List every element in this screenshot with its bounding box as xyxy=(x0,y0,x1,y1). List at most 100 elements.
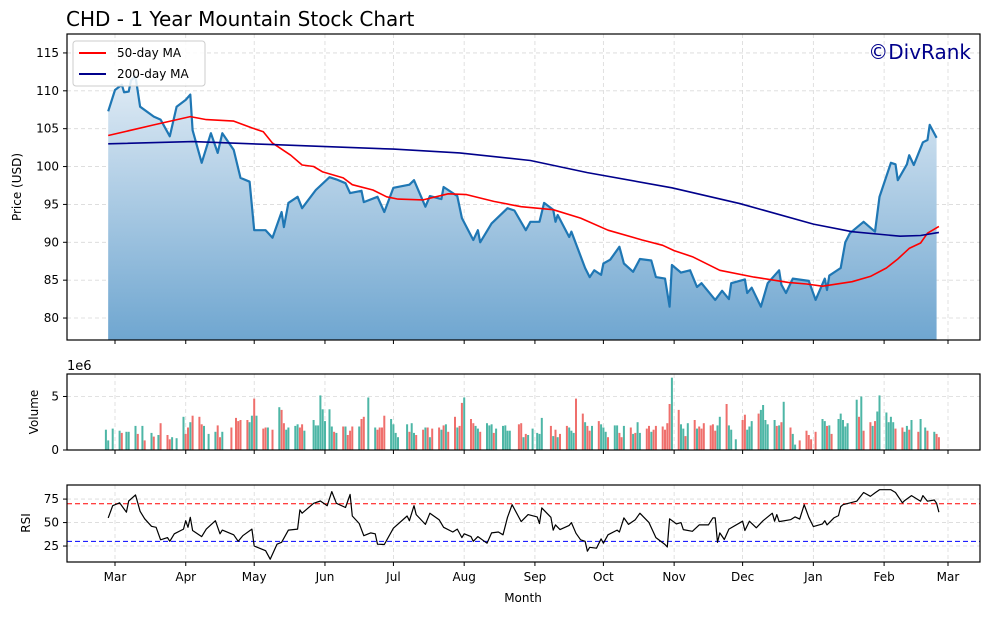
volume-bar xyxy=(782,401,785,450)
volume-bar xyxy=(152,436,155,450)
volume-bar xyxy=(287,427,290,450)
volume-bar xyxy=(766,424,769,450)
x-tick-label: Sep xyxy=(524,570,547,584)
volume-bar xyxy=(668,404,671,450)
ma200-line xyxy=(108,140,940,237)
legend-label-ma50: 50-day MA xyxy=(117,46,182,60)
volume-bar xyxy=(458,425,461,450)
volume-bar xyxy=(333,431,336,450)
volume-bar xyxy=(746,429,749,450)
volume-multiplier-label: 1e6 xyxy=(67,359,92,374)
volume-bar xyxy=(408,431,411,450)
x-tick-label: Oct xyxy=(593,570,614,584)
volume-bar xyxy=(182,416,185,450)
volume-bar xyxy=(810,439,813,450)
price-panel: 80 85 90 95 100 105 110 115 xyxy=(36,33,981,344)
volume-bar xyxy=(104,429,107,450)
volume-y-tick-label: 0 xyxy=(51,443,59,457)
x-axis-label: Month xyxy=(504,591,542,605)
volume-bar xyxy=(696,428,698,450)
volume-bar xyxy=(874,421,876,450)
volume-bar xyxy=(294,425,297,450)
price-y-tick-label: 85 xyxy=(44,273,59,287)
volume-bar xyxy=(791,433,794,450)
price-plot-area xyxy=(107,75,940,340)
volume-bar xyxy=(581,413,584,450)
rsi-line xyxy=(107,489,940,560)
volume-axis-label: Volume xyxy=(27,390,41,435)
volume-bar xyxy=(549,425,552,450)
volume-bar xyxy=(652,429,655,450)
volume-bar xyxy=(508,430,511,450)
x-tick-label: Aug xyxy=(452,570,475,584)
volume-bar xyxy=(702,423,705,450)
volume-bar xyxy=(159,423,162,450)
volume-bar xyxy=(933,431,936,450)
volume-bar xyxy=(591,425,593,450)
rsi-axis-label: RSI xyxy=(19,513,33,533)
volume-bar xyxy=(632,433,635,450)
volume-bar xyxy=(741,420,744,450)
volume-bar xyxy=(506,430,509,450)
volume-axes-frame xyxy=(66,373,981,451)
volume-bar xyxy=(168,439,171,450)
volume-bar xyxy=(214,431,217,450)
volume-bar xyxy=(189,422,192,450)
volume-bar xyxy=(367,397,370,450)
volume-bar xyxy=(360,419,363,450)
volume-bar xyxy=(330,426,333,450)
volume-bar xyxy=(629,427,632,450)
volume-bar xyxy=(358,426,361,450)
volume-bar xyxy=(823,421,826,450)
volume-bar xyxy=(253,398,256,450)
volume-bar xyxy=(750,421,753,450)
volume-bar xyxy=(677,409,680,450)
chart-title: CHD - 1 Year Mountain Stock Chart xyxy=(66,7,414,31)
volume-bar xyxy=(540,417,543,450)
price-axis-label: Price (USD) xyxy=(10,153,24,221)
volume-bar xyxy=(141,425,144,450)
volume-bar xyxy=(684,436,687,450)
volume-bar xyxy=(917,431,920,450)
x-tick-label: Nov xyxy=(662,570,685,584)
x-tick-label: Jan xyxy=(803,570,823,584)
rsi-panel: Mar Apr May Jun Jul Aug Sep Oct Nov Dec Jan Feb Mar 2… xyxy=(44,484,981,584)
volume-bar xyxy=(150,432,153,450)
volume-bar xyxy=(216,425,219,450)
rsi-plot-area xyxy=(67,489,980,560)
volume-bar xyxy=(118,430,121,450)
volume-bar xyxy=(324,421,326,450)
volume-bar xyxy=(711,424,714,450)
volume-bar xyxy=(814,431,817,450)
volume-bar xyxy=(876,411,879,450)
volume-bar xyxy=(794,444,797,450)
volume-bar xyxy=(298,427,301,450)
volume-bar xyxy=(862,430,865,450)
volume-bar xyxy=(654,425,657,450)
volume-bar xyxy=(246,420,249,450)
volume-bar xyxy=(488,425,491,450)
volume-bar xyxy=(903,431,906,450)
volume-bar xyxy=(568,427,571,450)
volume-bar xyxy=(714,430,717,450)
volume-bar xyxy=(504,425,507,450)
volume-bar xyxy=(775,425,778,450)
volume-bar xyxy=(538,433,541,450)
volume-bar xyxy=(187,427,189,450)
volume-bar xyxy=(392,424,395,450)
price-y-tick-label: 110 xyxy=(36,84,59,98)
volume-bar xyxy=(175,438,178,450)
volume-bar xyxy=(613,425,616,450)
volume-bar xyxy=(413,432,415,450)
volume-panel: 05 xyxy=(51,373,981,457)
volume-bar xyxy=(282,423,285,450)
volume-bar xyxy=(700,428,703,450)
price-y-tick-label: 95 xyxy=(44,197,59,211)
volume-bar xyxy=(634,432,637,450)
volume-bar xyxy=(650,431,653,450)
volume-bar xyxy=(670,377,673,450)
volume-bar xyxy=(463,397,466,450)
volume-bar xyxy=(807,435,810,450)
volume-bar xyxy=(344,426,347,450)
x-tick-label: May xyxy=(242,570,267,584)
